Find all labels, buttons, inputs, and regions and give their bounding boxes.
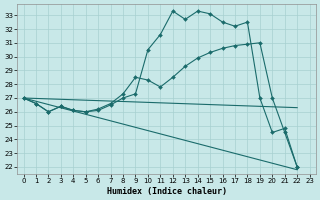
X-axis label: Humidex (Indice chaleur): Humidex (Indice chaleur) xyxy=(107,187,227,196)
